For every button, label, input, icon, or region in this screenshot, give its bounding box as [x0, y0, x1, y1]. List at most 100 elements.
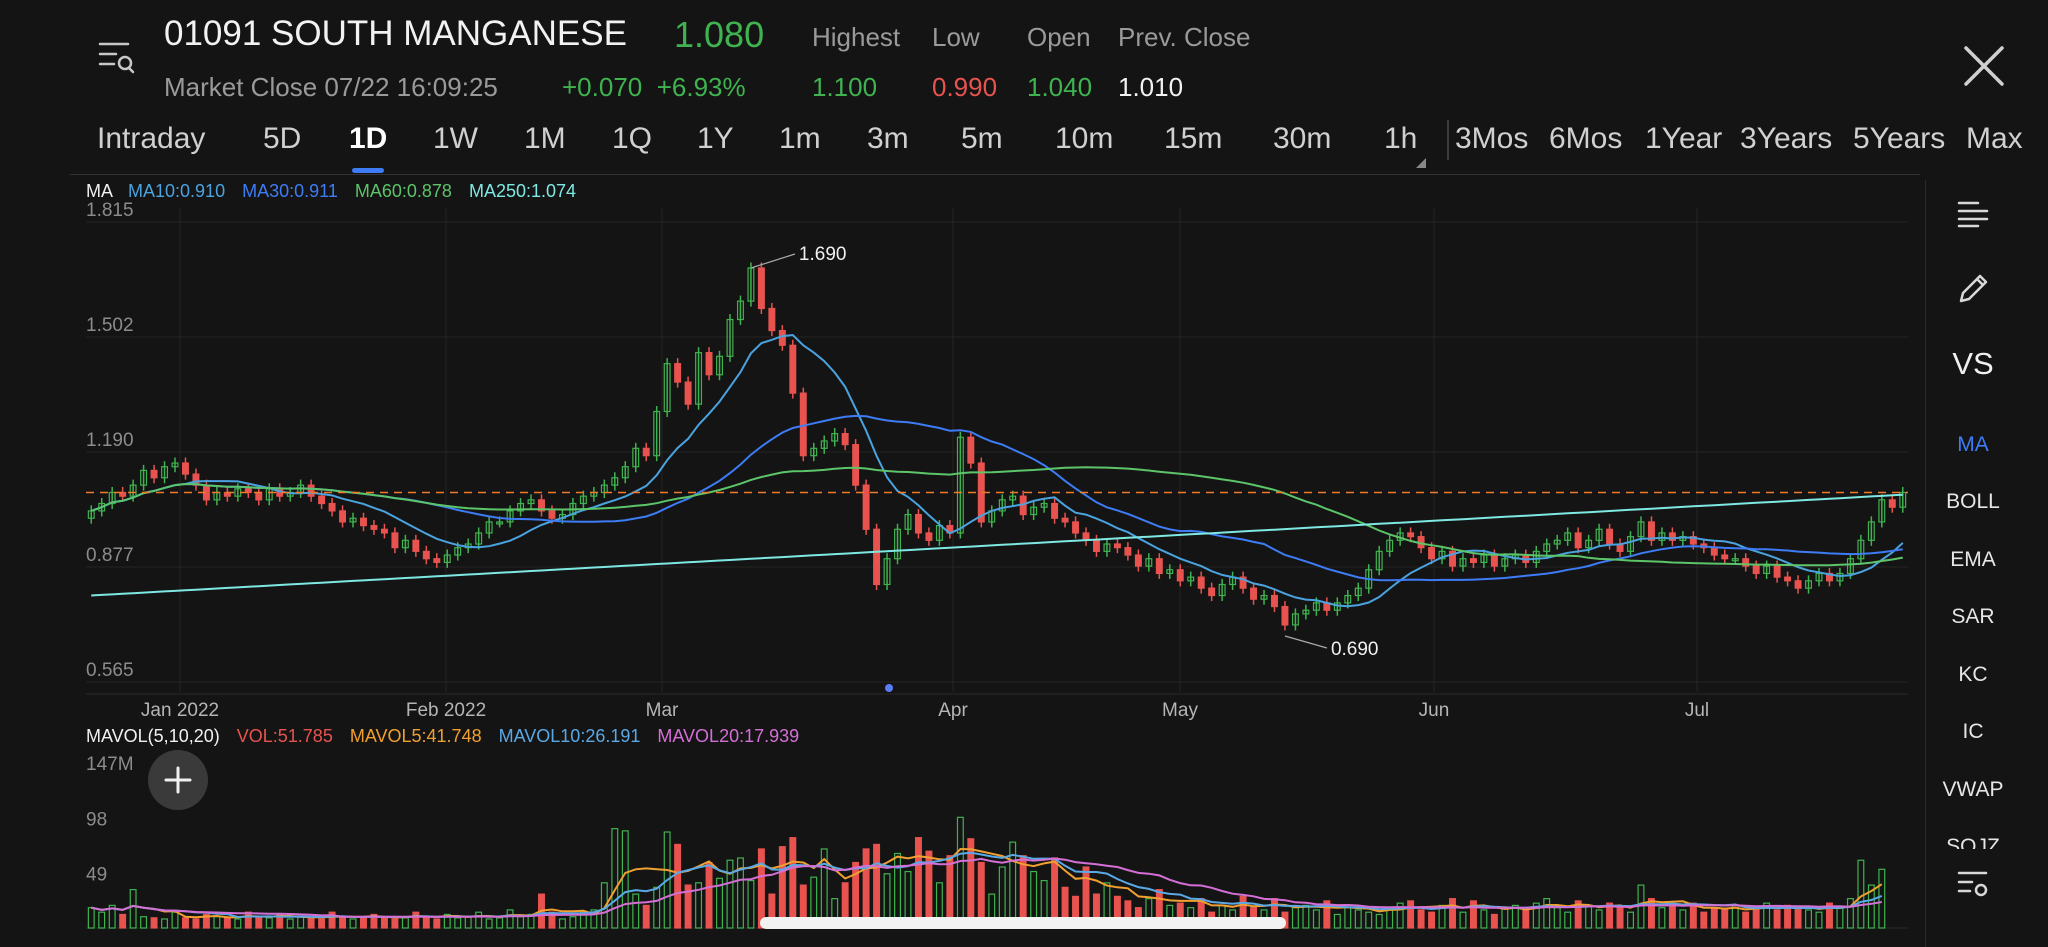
tab-1min[interactable]: 1m: [779, 122, 821, 155]
sidebar-item-ma[interactable]: MA: [1957, 433, 1989, 456]
candle-body: [506, 510, 514, 523]
tab-3min[interactable]: 3m: [867, 122, 909, 155]
candle-body: [1846, 558, 1854, 575]
volume-bar: [956, 816, 964, 929]
time-tick-label: Feb 2022: [406, 700, 486, 721]
candle-body: [1647, 521, 1655, 541]
menu-search-icon[interactable]: [98, 40, 136, 76]
ma-lines: [86, 333, 1908, 608]
tab-1h[interactable]: 1h: [1384, 122, 1418, 155]
candle-body: [1124, 547, 1132, 556]
indicator-list-icon[interactable]: [1925, 200, 2021, 234]
candle-body: [527, 499, 535, 505]
candle-body: [1459, 558, 1467, 567]
sidebar-item-boll[interactable]: BOLL: [1946, 490, 2000, 513]
candle-body: [967, 436, 975, 464]
ma60-line: [90, 466, 1903, 567]
candle-body: [1815, 572, 1823, 582]
candle-body: [1731, 558, 1739, 562]
candle-body: [1585, 539, 1593, 549]
close-icon[interactable]: [1962, 44, 2006, 88]
volume-bar: [1428, 911, 1436, 929]
tab-1d[interactable]: 1D: [349, 122, 388, 155]
candle-body: [841, 433, 849, 446]
volume-bar: [527, 913, 535, 929]
candle-body: [129, 484, 137, 497]
candle-body: [496, 521, 504, 525]
tab-1year[interactable]: 1Year: [1645, 122, 1723, 155]
volume-bar: [1522, 909, 1530, 929]
candle-body: [475, 532, 483, 545]
volume-bar: [1846, 898, 1854, 929]
tab-15min[interactable]: 15m: [1164, 122, 1223, 155]
add-indicator-button[interactable]: [148, 750, 208, 810]
volume-bar: [1867, 884, 1875, 929]
sidebar-item-ic[interactable]: IC: [1962, 720, 1984, 743]
tab-intraday[interactable]: Intraday: [97, 122, 206, 155]
tab-1w[interactable]: 1W: [433, 122, 478, 155]
candle-body: [1773, 565, 1781, 578]
candle-body: [716, 355, 723, 376]
tab-max[interactable]: Max: [1966, 122, 2023, 155]
candle-body: [1836, 572, 1844, 582]
vol-value: VOL:51.785: [236, 726, 333, 746]
volume-bar: [464, 916, 472, 929]
candle-body: [1501, 558, 1509, 567]
sidebar-item-kc[interactable]: KC: [1958, 663, 1988, 686]
candle-body: [1888, 499, 1896, 508]
tab-3mos[interactable]: 3Mos: [1455, 122, 1529, 155]
volume-bar: [1553, 907, 1561, 929]
candle-body: [925, 532, 933, 541]
candles: [87, 262, 1907, 631]
candle-body: [1668, 532, 1676, 541]
candle-body: [778, 329, 786, 346]
tab-1q[interactable]: 1Q: [612, 122, 653, 155]
candle-body: [1637, 521, 1645, 538]
tab-1y[interactable]: 1Y: [697, 122, 734, 155]
draw-pencil-icon[interactable]: [1925, 272, 2021, 312]
candle-body: [1438, 550, 1446, 560]
candle-body: [370, 524, 378, 530]
volume-ma-lines: [90, 847, 1883, 919]
tab-3years[interactable]: 3Years: [1740, 122, 1833, 155]
volume-bar: [914, 837, 922, 929]
candle-body: [1302, 609, 1310, 615]
volume-bar: [181, 917, 189, 929]
tab-5d[interactable]: 5D: [263, 122, 302, 155]
last-price: 1.080: [674, 14, 765, 55]
tab-6mos[interactable]: 6Mos: [1549, 122, 1623, 155]
mavol5-value: MAVOL5:41.748: [349, 726, 482, 746]
candle-body: [1574, 532, 1582, 549]
volume-bar: [265, 917, 273, 929]
volume-bar: [454, 917, 462, 929]
tab-10min[interactable]: 10m: [1055, 122, 1114, 155]
candle-body: [1490, 554, 1498, 567]
sidebar-item-sar[interactable]: SAR: [1951, 605, 1995, 628]
high-annotation-leader: [750, 253, 796, 269]
volume-bar: [234, 918, 242, 929]
volume-bar: [873, 843, 881, 929]
ma10-line: [90, 333, 1904, 608]
sidebar-item-ema[interactable]: EMA: [1950, 548, 1996, 571]
mavol20-value: MAVOL20:17.939: [657, 726, 800, 746]
sidebar-item-sojz[interactable]: SOJZ: [1946, 835, 2000, 849]
candle-body: [1354, 587, 1362, 597]
ma250-value: MA250:1.074: [468, 181, 577, 201]
kline-chart[interactable]: 1.815 1.502 1.190 0.877 0.565 Jan 2022 Feb 20…: [0, 0, 1925, 947]
tab-30min[interactable]: 30m: [1273, 122, 1332, 155]
vol-legend-label: MAVOL(5,10,20): [86, 726, 220, 746]
sidebar-item-vwap[interactable]: VWAP: [1942, 778, 2004, 801]
tab-1m-month[interactable]: 1M: [524, 122, 566, 155]
volume-bar: [1794, 907, 1802, 929]
candle-body: [328, 502, 336, 512]
price-tick-label: 1.815: [86, 200, 134, 221]
candle-body: [443, 554, 451, 563]
candle-body: [862, 484, 870, 530]
candle-body: [349, 517, 357, 523]
compare-vs-button[interactable]: VS: [1952, 346, 1994, 381]
tab-5years[interactable]: 5Years: [1853, 122, 1946, 155]
candle-body: [1386, 539, 1394, 552]
candle-body: [1543, 543, 1551, 552]
indicator-settings-icon[interactable]: [1925, 870, 2021, 906]
tab-5min[interactable]: 5m: [961, 122, 1003, 155]
